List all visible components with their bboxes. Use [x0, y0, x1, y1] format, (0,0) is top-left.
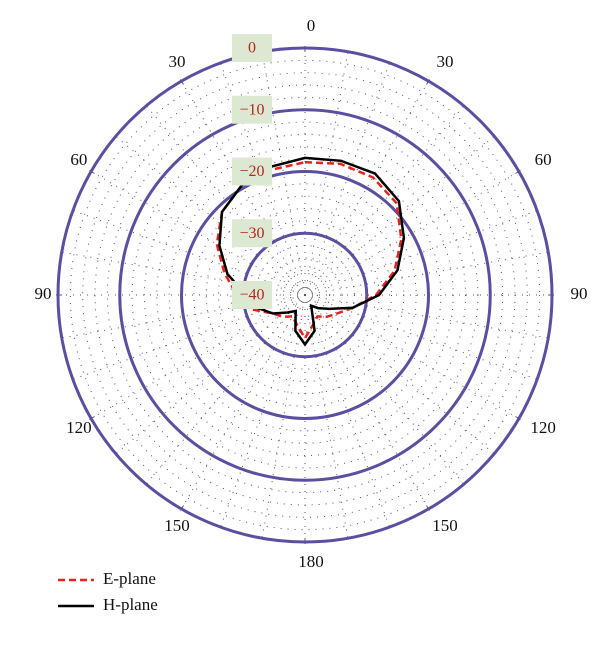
ring-label: −30: [239, 225, 264, 242]
ring-label: −40: [239, 287, 264, 304]
theta-label: 150: [164, 516, 190, 535]
dotted-circle: [131, 121, 479, 469]
theta-tick: [515, 416, 521, 420]
dotted-circle: [279, 269, 331, 321]
theta-label: 120: [66, 418, 92, 437]
theta-label: 60: [535, 150, 552, 169]
ring-label: −10: [239, 101, 264, 118]
theta-label: 90: [571, 284, 588, 303]
ring-label: 0: [248, 40, 256, 57]
dotted-circle: [69, 59, 541, 531]
theta-tick: [180, 79, 184, 85]
ring-label-box: [232, 34, 272, 62]
ring-label-box: [232, 95, 272, 124]
labels: 0 −10 −20 −30 −40 0 30 60 90 120 150 180 150 120 90 60 3…: [35, 16, 588, 571]
ring-label-box: [232, 219, 272, 248]
dotted-circle: [94, 84, 516, 506]
dotted-circle: [267, 257, 343, 333]
theta-tick: [426, 79, 430, 85]
dotted-circle: [168, 158, 442, 432]
ring: [180, 170, 430, 420]
pattern-line: [218, 156, 406, 347]
ring: [118, 108, 492, 482]
ring-label-box: [232, 281, 272, 309]
ring-label: −20: [239, 163, 264, 180]
legend: E-plane H-plane: [58, 569, 158, 614]
dotted-circle: [218, 208, 392, 382]
theta-tick: [89, 170, 95, 174]
dotted-circle: [82, 72, 528, 518]
theta-label: 120: [530, 418, 556, 437]
legend-label: H-plane: [103, 595, 158, 614]
dotted-circle: [292, 282, 318, 308]
dotted-circle: [156, 146, 454, 444]
theta-label: 0: [307, 16, 316, 35]
theta-label: 90: [35, 284, 52, 303]
theta-tick: [180, 505, 184, 511]
theta-label: 30: [437, 52, 454, 71]
theta-label: 30: [169, 52, 186, 71]
theta-label: 60: [70, 150, 87, 169]
dotted-circle: [106, 96, 504, 494]
dotted-circle: [143, 133, 467, 457]
grid: [58, 48, 552, 542]
curves: [215, 156, 406, 347]
theta-tick: [426, 505, 430, 511]
legend-label: E-plane: [103, 569, 156, 588]
theta-label: 180: [298, 552, 324, 571]
ring-label-box: [232, 157, 272, 186]
theta-label: 150: [432, 516, 458, 535]
theta-tick: [89, 416, 95, 420]
theta-tick: [515, 170, 521, 174]
